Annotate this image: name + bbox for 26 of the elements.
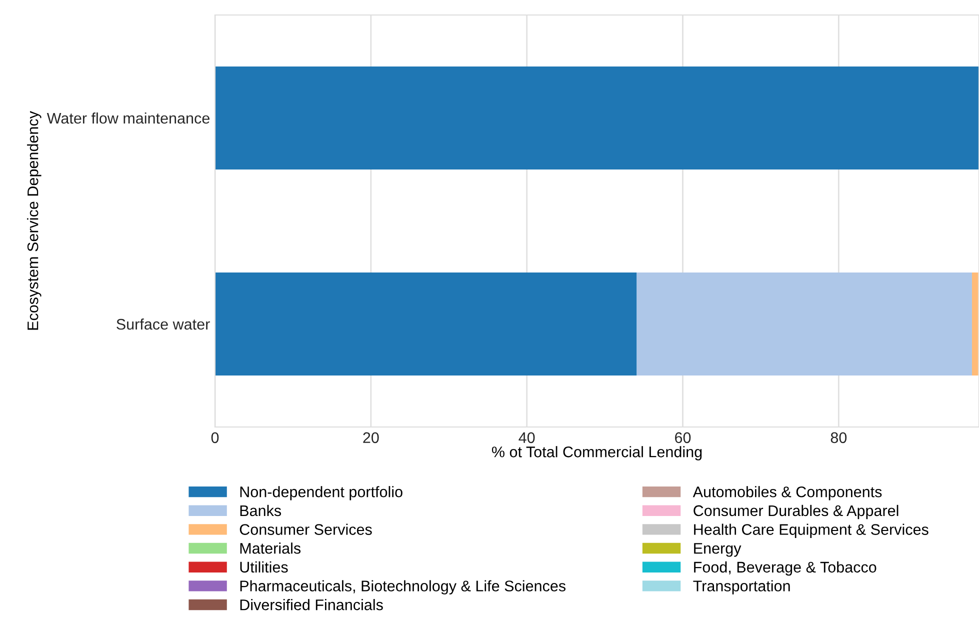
legend-label: Transportation [693,580,790,594]
x-axis-title: % ot Total Commercial Lending [492,446,702,460]
legend-label: Banks [240,504,282,516]
y-tick-label: Water flow maintenance [46,112,210,124]
legend-label: Consumer Services [240,524,372,535]
legend-label: Food, Beverage & Tobacco [694,561,876,576]
y-axis-title: Ecosystem Service Dependency [27,111,42,330]
legend-label: Automobiles & Components [692,486,882,500]
bar [636,272,972,376]
legend-label: Utilities [240,561,288,573]
x-tick-label: 40 [518,432,535,444]
bar [972,272,978,376]
legend-label: Pharmaceuticals, Biotechnology & Life Sciences [240,580,566,594]
legend-label: Diversified Financials [240,599,383,610]
legend-label: Health Care Equipment & Services [694,524,928,538]
legend-label: Materials [240,542,301,554]
x-tick-label: 0 [211,432,219,444]
legend-label: Energy [694,543,742,557]
bar [215,66,979,170]
legend-label: Non-dependent portfolio [240,486,402,500]
x-tick-label: 60 [675,432,691,444]
bar [215,272,637,376]
y-tick-label: Surface water [116,318,210,330]
legend-label: Consumer Durables & Apparel [694,504,898,520]
x-tick-label: 20 [363,432,379,444]
x-tick-label: 80 [830,432,847,444]
